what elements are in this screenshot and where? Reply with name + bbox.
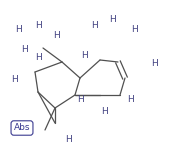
Text: H: H	[15, 25, 21, 35]
Text: H: H	[22, 45, 28, 55]
Text: H: H	[92, 21, 98, 30]
Text: H: H	[77, 96, 83, 104]
Text: H: H	[53, 31, 59, 39]
Text: H: H	[12, 76, 18, 84]
Text: H: H	[110, 15, 116, 24]
Text: H: H	[65, 135, 71, 145]
Text: H: H	[35, 53, 41, 62]
Text: H: H	[152, 59, 158, 69]
Text: H: H	[102, 107, 108, 117]
Text: H: H	[82, 51, 88, 59]
Text: H: H	[132, 25, 138, 35]
Text: Abs: Abs	[14, 124, 30, 132]
Text: H: H	[127, 96, 133, 104]
Text: H: H	[35, 21, 41, 30]
